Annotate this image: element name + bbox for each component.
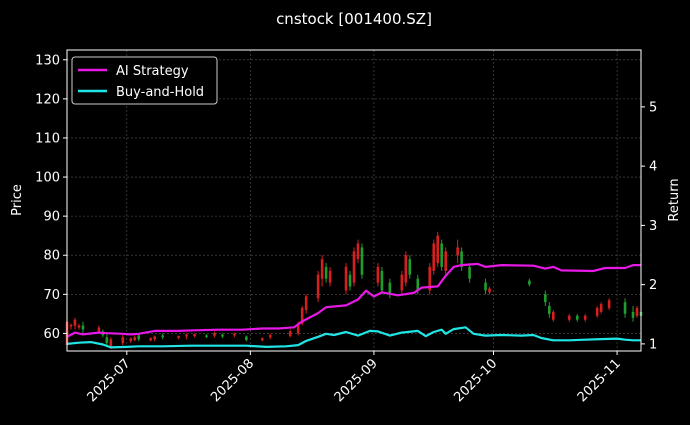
candle-body <box>380 270 384 291</box>
chart-title: cnstock [001400.SZ] <box>276 10 432 28</box>
candle-body <box>69 324 73 327</box>
right-axis: 1 2 3 4 5 <box>641 100 657 352</box>
candle-body <box>352 251 356 283</box>
candle-body <box>548 306 551 314</box>
plot-frame <box>66 49 642 352</box>
candle-body <box>121 337 125 344</box>
candle-body <box>460 251 463 267</box>
candle-body <box>432 243 436 271</box>
candle-body <box>77 325 81 328</box>
y-tick-label: 120 <box>35 92 60 107</box>
legend-label-buy-and-hold: Buy-and-Hold <box>116 85 204 100</box>
left-axis: 60 70 80 90 100 110 120 130 <box>35 53 67 342</box>
candle-body <box>245 336 248 341</box>
candle-body <box>304 296 308 310</box>
candle-body <box>348 274 352 287</box>
legend-label-ai-strategy: AI Strategy <box>116 64 189 79</box>
candle-body <box>320 259 324 279</box>
candle-body <box>356 243 360 260</box>
candle-body <box>268 334 272 338</box>
candle-body <box>528 280 531 285</box>
y-axis-label: Price <box>10 184 25 216</box>
candle-body <box>344 266 348 291</box>
y2-tick-label: 2 <box>649 278 657 293</box>
series-line-buy-and-hold <box>66 326 641 349</box>
legend: AI Strategy Buy-and-Hold <box>71 56 218 105</box>
candle-body <box>388 282 392 295</box>
candle-body <box>444 251 447 271</box>
y2-axis-label: Return <box>667 178 682 221</box>
series-lines <box>66 262 641 349</box>
candle-body <box>161 335 164 338</box>
candle-body <box>288 331 292 337</box>
candle-body <box>456 247 459 256</box>
candle-body <box>300 308 304 324</box>
candle-body <box>177 336 180 339</box>
candle-body <box>440 243 443 267</box>
y-tick-label: 110 <box>35 131 60 146</box>
candle-body <box>575 315 579 320</box>
y2-tick-label: 4 <box>649 160 657 175</box>
candle-body <box>328 270 332 283</box>
candle-body <box>296 323 300 334</box>
candle-body <box>149 338 153 341</box>
candle-body <box>376 266 380 283</box>
y2-tick-label: 3 <box>649 219 657 234</box>
candle-body <box>360 247 364 275</box>
candle-body <box>109 339 113 348</box>
series-line-ai-strategy <box>66 262 641 338</box>
candle-body <box>137 335 141 340</box>
y-tick-label: 100 <box>35 171 60 186</box>
candle-body <box>567 315 571 320</box>
candle-body <box>583 315 587 320</box>
candle-body <box>221 334 224 337</box>
candle-body <box>73 319 77 326</box>
y-tick-label: 60 <box>43 327 60 342</box>
candle-body <box>97 327 101 332</box>
candle-body <box>436 235 440 264</box>
y-tick-label: 70 <box>43 288 60 303</box>
candle-body <box>607 300 611 308</box>
candle-body <box>324 266 328 279</box>
candle-body <box>544 294 547 303</box>
y-tick-label: 130 <box>35 53 60 68</box>
candle-body <box>488 288 491 293</box>
y-tick-label: 80 <box>43 249 60 264</box>
candlesticks <box>65 231 643 350</box>
candle-body <box>400 274 404 291</box>
candle-body <box>185 334 188 337</box>
candle-body <box>404 255 408 283</box>
candle-body <box>468 266 471 279</box>
candle-body <box>316 274 320 299</box>
candle-body <box>105 337 109 344</box>
candle-body <box>552 311 555 320</box>
candle-body <box>81 325 85 330</box>
y-tick-label: 90 <box>43 210 60 225</box>
candle-body <box>631 311 635 318</box>
candle-body <box>193 334 196 337</box>
y2-tick-label: 1 <box>649 337 657 352</box>
candle-body <box>595 308 599 316</box>
candle-body <box>428 266 432 291</box>
legend-box <box>71 56 218 105</box>
candle-body <box>233 333 236 336</box>
candle-body <box>623 302 627 314</box>
candle-body <box>205 335 208 337</box>
candle-body <box>133 337 137 341</box>
y2-tick-label: 5 <box>649 100 657 115</box>
candle-body <box>484 282 487 291</box>
candle-body <box>408 259 412 275</box>
candle-body <box>153 336 156 340</box>
candle-body <box>635 308 639 316</box>
candle-body <box>599 304 603 312</box>
candle-body <box>129 338 133 342</box>
candle-body <box>261 338 264 341</box>
candle-body <box>416 278 420 291</box>
candle-body <box>213 333 216 336</box>
